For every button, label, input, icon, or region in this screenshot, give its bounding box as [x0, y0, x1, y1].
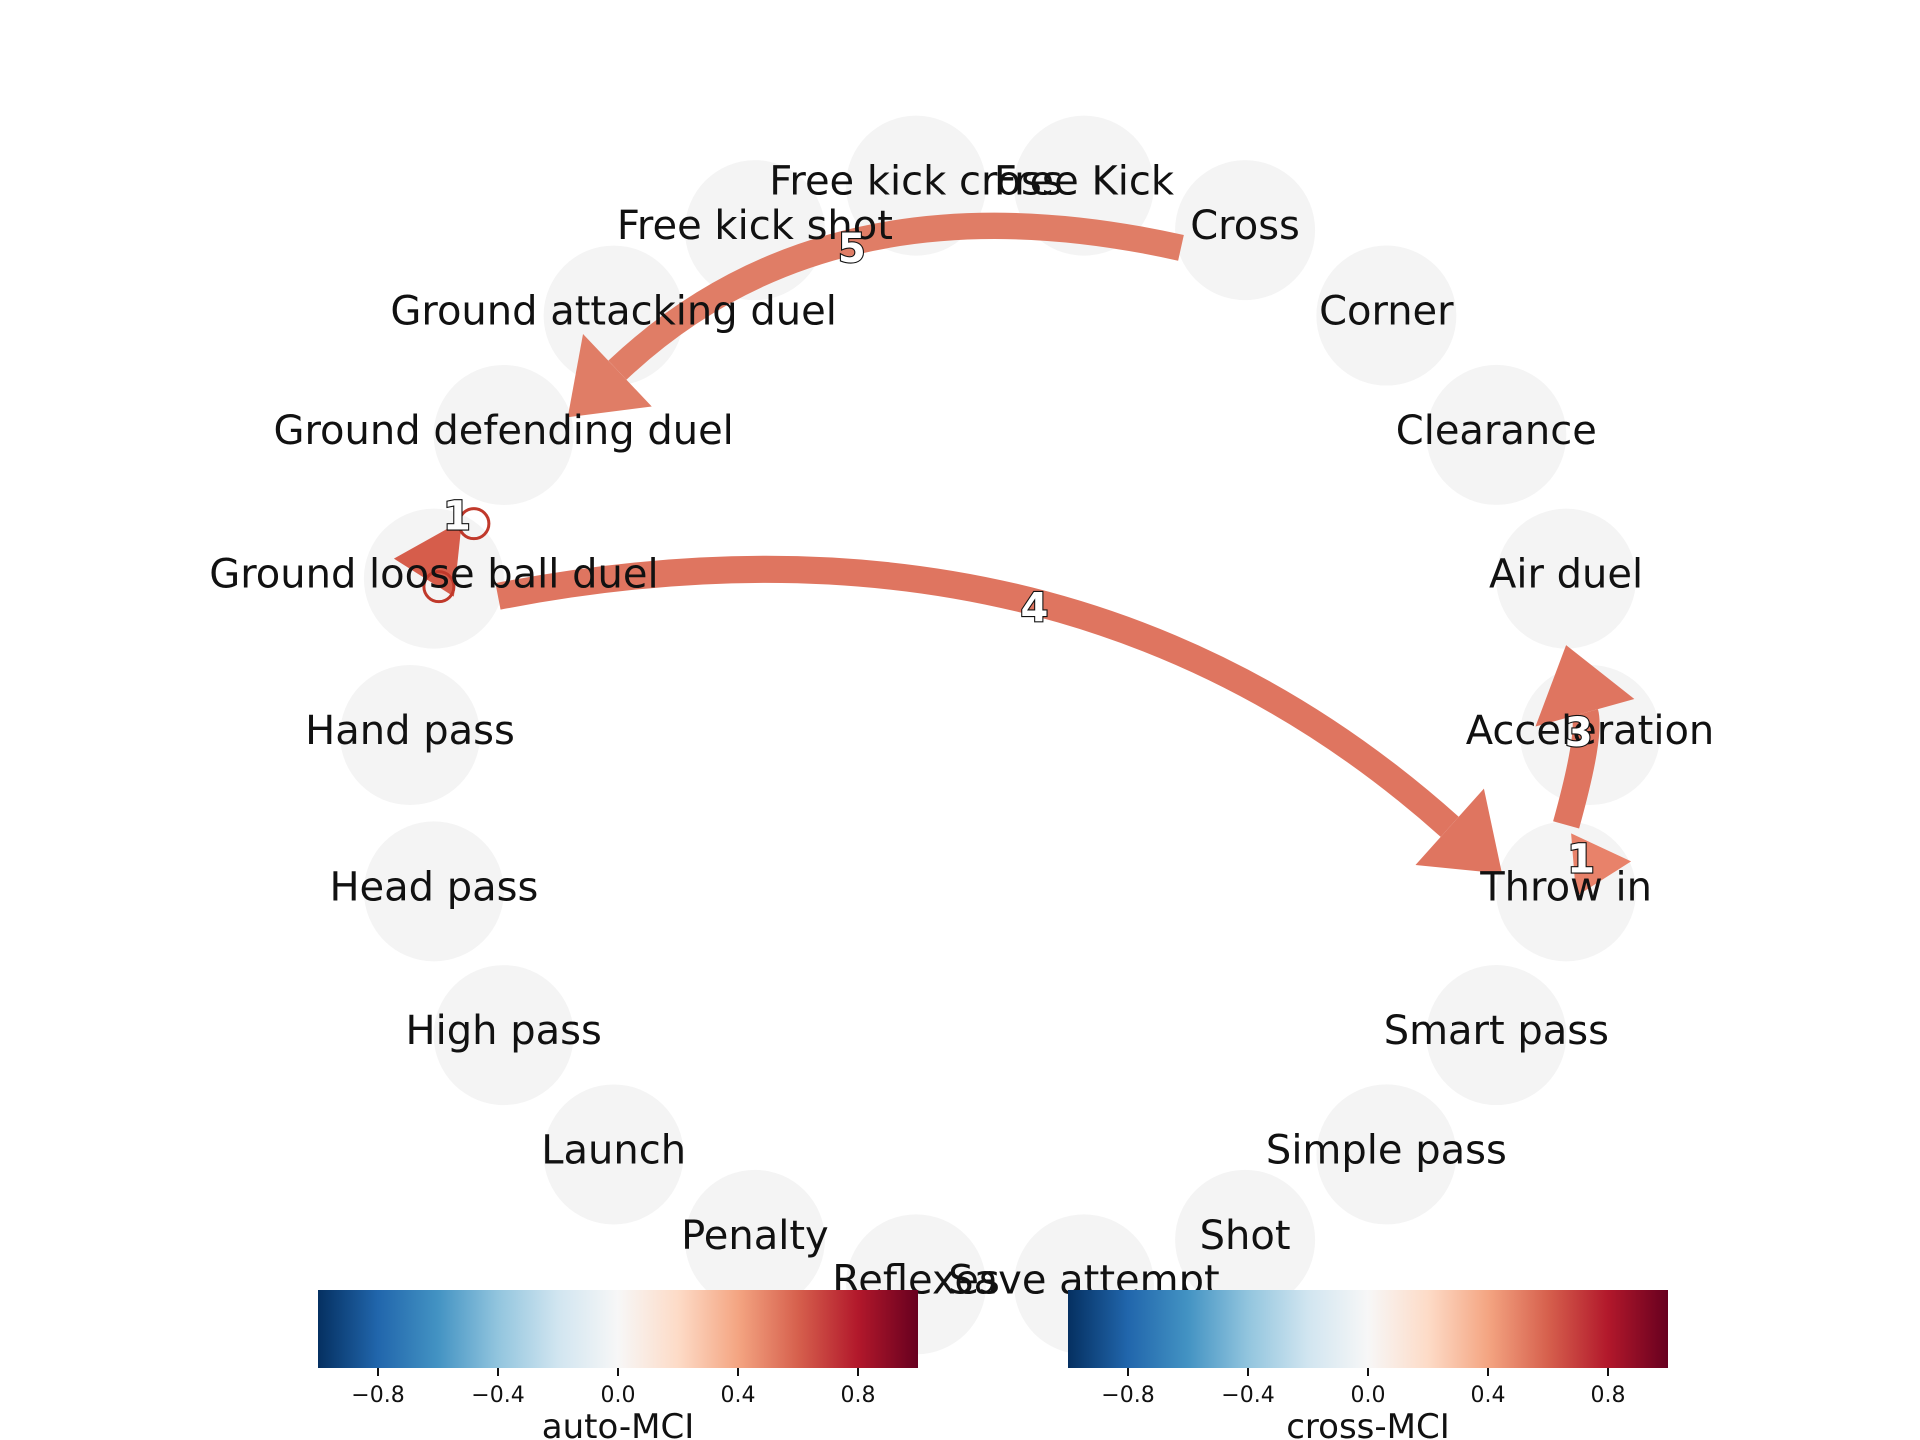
colorbar-tick-label: 0.8	[1591, 1383, 1626, 1408]
colorbar-tick-label: 0.0	[1351, 1383, 1386, 1408]
colorbar-tick-label: −0.4	[471, 1383, 524, 1408]
auto-link-ground-loose-ball-duel	[393, 507, 491, 604]
edges-layer	[393, 212, 1635, 897]
auto-link-throw-in	[1571, 833, 1632, 897]
edge-lag-label: 4	[1020, 585, 1048, 631]
node-label-head-pass: Head pass	[329, 864, 538, 910]
node-label-ground-attacking-duel: Ground attacking duel	[390, 289, 836, 335]
node-smart-pass	[1426, 965, 1567, 1106]
node-label-acceleration: Acceleration	[1466, 708, 1715, 754]
edge-ground-loose-ball-duel-to-throw-in-shaft	[495, 555, 1459, 837]
edge-ground-loose-ball-duel-to-throw-in	[495, 555, 1503, 874]
auto-link-lag-label: 1	[443, 494, 471, 540]
node-corner	[1316, 245, 1457, 386]
node-label-free-kick: Free Kick	[994, 159, 1175, 205]
edge-throw-in-to-air-duel	[1535, 645, 1635, 829]
node-label-ground-loose-ball-duel: Ground loose ball duel	[209, 552, 658, 598]
colorbar-title: auto-MCI	[542, 1407, 695, 1440]
node-ground-defending-duel	[433, 364, 574, 505]
labels-layer: Free Kick Cross Corner Clearance Air duel Acc…	[209, 159, 1714, 1304]
node-launch	[543, 1084, 684, 1225]
node-clearance	[1426, 364, 1567, 505]
colorbar-tick-label: 0.4	[1471, 1383, 1506, 1408]
auto-link-lag-label: 1	[1567, 836, 1595, 882]
auto-link-head	[1571, 833, 1632, 897]
node-label-free-kick-cross: Free kick cross	[769, 159, 1062, 205]
node-simple-pass	[1316, 1084, 1457, 1225]
colorbar-cross-mci: −0.8 −0.4 0.0 0.4 0.8 cross-MCI	[1068, 1290, 1668, 1440]
colorbar-tick-label: 0.0	[601, 1383, 636, 1408]
colorbar-tick-label: −0.4	[1221, 1383, 1274, 1408]
node-label-ground-defending-duel: Ground defending duel	[273, 408, 733, 454]
node-label-clearance: Clearance	[1396, 408, 1597, 454]
node-label-corner: Corner	[1319, 289, 1454, 335]
node-label-simple-pass: Simple pass	[1266, 1127, 1507, 1173]
edge-cross-to-ground-defending-duel-shaft	[608, 212, 1184, 380]
nodes-layer	[340, 115, 1660, 1355]
node-high-pass	[433, 965, 574, 1106]
node-label-throw-in: Throw in	[1479, 864, 1652, 910]
node-label-cross: Cross	[1190, 203, 1300, 249]
colorbar-title: cross-MCI	[1286, 1407, 1450, 1440]
edge-ground-loose-ball-duel-to-throw-in-head	[1415, 788, 1503, 874]
node-label-shot: Shot	[1200, 1213, 1291, 1259]
node-label-penalty: Penalty	[681, 1213, 829, 1259]
edge-cross-to-ground-defending-duel-head	[567, 333, 652, 418]
colorbar-tick-label: 0.4	[721, 1383, 756, 1408]
node-label-air-duel: Air duel	[1489, 552, 1643, 598]
colorbar-tick-label: 0.8	[841, 1383, 876, 1408]
colorbars: −0.8 −0.4 0.0 0.4 0.8 auto-MCI −0.8 −0.4 0.0 0.4 0…	[318, 1290, 1668, 1440]
node-hand-pass	[340, 665, 480, 806]
node-label-hand-pass: Hand pass	[305, 708, 515, 754]
edge-throw-in-to-air-duel-head	[1535, 645, 1635, 727]
node-head-pass	[363, 821, 504, 962]
node-air-duel	[1496, 508, 1637, 649]
node-penalty	[684, 1169, 825, 1310]
node-label-free-kick-shot: Free kick shot	[617, 203, 893, 249]
edge-lag-label: 3	[1565, 710, 1593, 756]
auto-link-head	[393, 520, 462, 597]
edge-throw-in-to-air-duel-shaft	[1553, 709, 1600, 829]
node-cross	[1175, 160, 1316, 301]
colorbar-auto-mci: −0.8 −0.4 0.0 0.4 0.8 auto-MCI	[318, 1290, 918, 1440]
node-label-high-pass: High pass	[406, 1008, 602, 1054]
node-label-smart-pass: Smart pass	[1384, 1008, 1609, 1054]
colorbar-tick-label: −0.8	[351, 1383, 404, 1408]
node-shot	[1175, 1169, 1316, 1310]
colorbar-gradient	[318, 1290, 918, 1368]
edge-lag-label: 5	[838, 226, 866, 272]
edge-cross-to-ground-defending-duel	[567, 212, 1184, 418]
colorbar-tick-label: −0.8	[1101, 1383, 1154, 1408]
node-label-launch: Launch	[541, 1127, 686, 1173]
colorbar-gradient	[1068, 1290, 1668, 1368]
auto-link-ring	[422, 570, 456, 604]
auto-link-ring	[457, 507, 491, 541]
